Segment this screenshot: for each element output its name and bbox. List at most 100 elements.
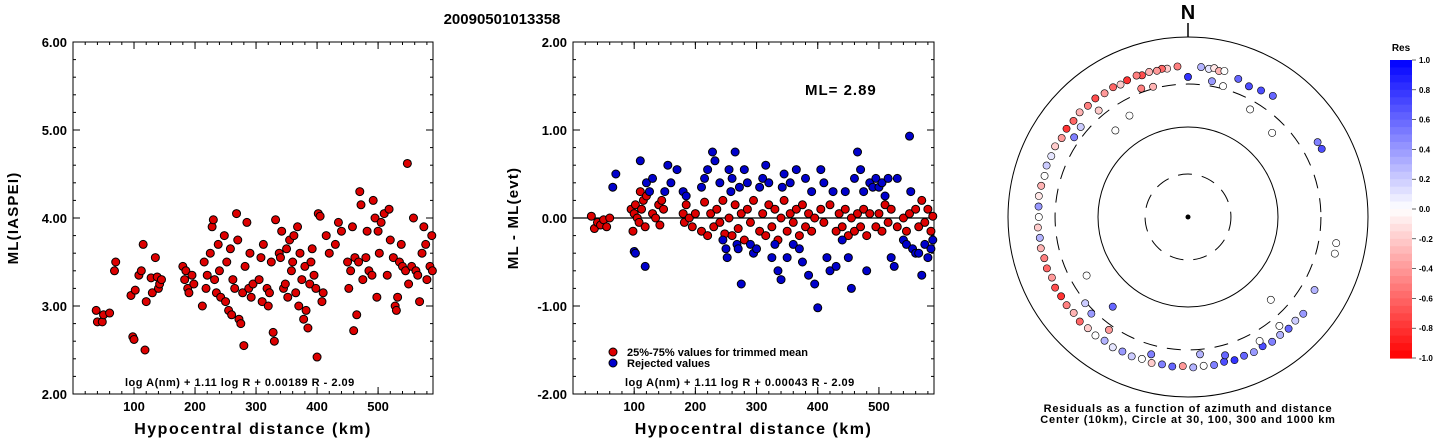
data-point [644, 187, 654, 197]
station-residual-point [1043, 264, 1051, 273]
station-residual-point [1220, 67, 1229, 75]
y-axis-label: ML - ML(evt) [505, 167, 522, 269]
colorbar-segment [1390, 209, 1412, 218]
data-point [222, 257, 232, 267]
station-residual-point [1087, 309, 1096, 318]
data-point [181, 266, 191, 276]
station-residual-point [1178, 362, 1187, 371]
data-point [417, 248, 427, 258]
data-point [862, 231, 872, 241]
x-tick-label: 400 [306, 399, 328, 414]
data-point [807, 226, 817, 236]
colorbar-segment [1390, 156, 1412, 165]
colorbar-segment [1390, 97, 1412, 106]
data-point [415, 297, 425, 307]
data-point [660, 187, 670, 197]
data-point [834, 209, 844, 219]
data-point [706, 209, 716, 219]
station-residual-point [1137, 355, 1146, 363]
data-point [914, 248, 924, 258]
data-point [819, 217, 829, 227]
data-point [269, 336, 279, 346]
station-residual-point [1284, 324, 1293, 333]
data-point [923, 253, 933, 263]
station-residual-point [1108, 343, 1117, 352]
data-point [856, 222, 866, 232]
data-point [898, 213, 908, 223]
data-point [703, 231, 713, 241]
data-point [105, 308, 115, 318]
colorbar-segment [1390, 179, 1412, 188]
colorbar-tick-label: -0.2 [1419, 235, 1433, 244]
distance-ring [1144, 173, 1232, 261]
station-residual-point [1149, 82, 1157, 91]
data-point [892, 222, 902, 232]
data-point [794, 231, 804, 241]
data-point [129, 334, 139, 344]
data-point [630, 200, 640, 210]
station-residual-point [1189, 363, 1198, 372]
data-point [843, 231, 853, 241]
data-point [368, 195, 378, 205]
data-point [130, 285, 140, 295]
data-point [630, 248, 640, 258]
residual-colorbar: Res 1.0 0.8 0.6 0.4 0.2 0.0 -0.2 -0.4 -0.6 -0.8 -1.… [1390, 43, 1433, 363]
data-point [608, 182, 618, 192]
colorbar-segment [1390, 268, 1412, 277]
station-residual-point [1230, 356, 1239, 365]
colorbar-tick-label: 0.6 [1419, 116, 1431, 125]
station-residual-point [1105, 326, 1113, 334]
data-point [312, 352, 322, 362]
x-axis-label: Hypocentral distance (km) [635, 421, 873, 438]
data-point [726, 187, 736, 197]
data-point [382, 270, 392, 280]
data-point [745, 217, 755, 227]
data-point [187, 270, 197, 280]
data-point [257, 297, 267, 307]
data-point [404, 279, 414, 289]
data-point [761, 160, 771, 170]
station-residual-point [1034, 192, 1043, 200]
figure-title: 20090501013358 [444, 11, 561, 28]
data-point [928, 211, 938, 221]
colorbar-segment [1390, 328, 1412, 337]
data-point [718, 235, 728, 245]
data-point [755, 182, 765, 192]
data-point [355, 187, 365, 197]
data-point [219, 231, 229, 241]
polar-caption-line2: Center (10km), Circle at 30, 100, 300 an… [1040, 414, 1335, 426]
data-point [602, 222, 612, 232]
data-point [681, 200, 691, 210]
data-point [703, 165, 713, 175]
data-point [770, 239, 780, 249]
station-residual-point [1109, 83, 1117, 92]
data-point [678, 209, 688, 219]
ml-residual-scatter-plot: -2.00 -1.00 0.00 1.00 2.00 100 200 300 400 500 Hyp… [505, 35, 938, 438]
data-point [739, 165, 749, 175]
station-residual-point [1127, 352, 1136, 361]
colorbar-segment [1390, 231, 1412, 240]
data-point [810, 213, 820, 223]
data-point [248, 279, 258, 289]
data-point [749, 195, 758, 205]
colorbar-tick-label: 0.0 [1419, 205, 1431, 214]
y-tick-label: -1.00 [537, 299, 567, 314]
x-axis-label: Hypocentral distance (km) [134, 421, 372, 438]
data-point [886, 253, 896, 263]
data-point [764, 178, 774, 188]
data-point [825, 200, 835, 210]
colorbar-segment [1390, 201, 1412, 210]
ml-annotation: ML= 2.89 [805, 82, 877, 99]
data-point [773, 266, 783, 276]
data-point [317, 297, 327, 307]
data-point [180, 275, 190, 285]
data-point [282, 244, 292, 254]
station-residual-point [1268, 337, 1277, 346]
station-residual-point [1057, 292, 1065, 301]
data-point [804, 270, 814, 280]
colorbar-tick-label: -1.0 [1419, 354, 1433, 363]
station-residual-point [1094, 106, 1103, 115]
colorbar-segment [1390, 298, 1412, 307]
y-tick-label: 5.00 [42, 123, 67, 138]
station-residual-point [1132, 71, 1141, 80]
